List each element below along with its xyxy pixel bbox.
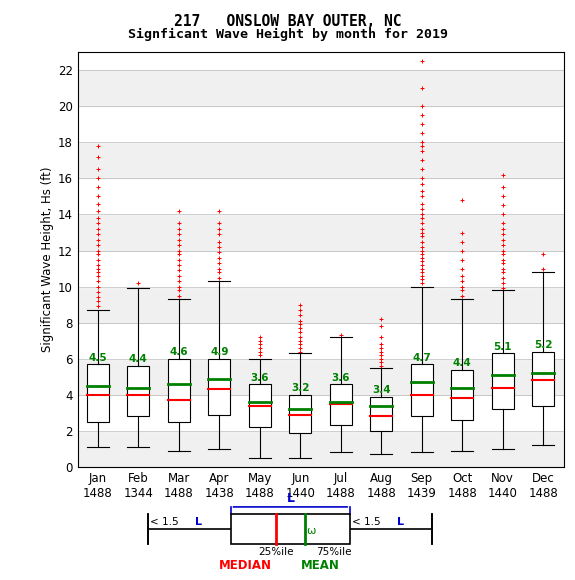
- Bar: [127, 366, 150, 416]
- Bar: [168, 358, 190, 422]
- Text: < 1.5: < 1.5: [150, 517, 182, 527]
- Text: 3.6: 3.6: [332, 372, 350, 383]
- Bar: [329, 384, 352, 426]
- Text: 25%ile: 25%ile: [258, 547, 294, 557]
- Bar: [78, 395, 564, 431]
- Bar: [231, 514, 350, 544]
- Bar: [78, 358, 564, 395]
- Text: 4.5: 4.5: [89, 353, 107, 362]
- Text: 4.6: 4.6: [170, 347, 188, 357]
- Text: 5.2: 5.2: [534, 340, 553, 350]
- Bar: [78, 106, 564, 142]
- Text: 217   ONSLOW BAY OUTER, NC: 217 ONSLOW BAY OUTER, NC: [174, 14, 401, 30]
- Text: 3.2: 3.2: [291, 383, 309, 393]
- Text: 4.9: 4.9: [210, 347, 229, 357]
- Text: MEAN: MEAN: [301, 559, 340, 572]
- Text: L: L: [397, 517, 404, 527]
- Bar: [78, 179, 564, 215]
- Bar: [289, 395, 312, 433]
- Text: L: L: [195, 517, 202, 527]
- Bar: [249, 384, 271, 427]
- Bar: [208, 358, 231, 415]
- Y-axis label: Significant Wave Height, Hs (ft): Significant Wave Height, Hs (ft): [41, 167, 53, 352]
- Bar: [87, 364, 109, 422]
- Bar: [78, 431, 564, 467]
- Bar: [78, 287, 564, 322]
- Text: 4.4: 4.4: [129, 354, 148, 364]
- Text: 3.6: 3.6: [251, 372, 269, 383]
- Bar: [78, 215, 564, 251]
- Text: MEDIAN: MEDIAN: [219, 559, 273, 572]
- Bar: [78, 322, 564, 358]
- Bar: [532, 351, 554, 405]
- Text: 5.1: 5.1: [493, 342, 512, 352]
- Text: ω: ω: [306, 526, 316, 537]
- Bar: [78, 251, 564, 287]
- Bar: [78, 142, 564, 179]
- Text: 3.4: 3.4: [372, 385, 390, 395]
- Text: Signficant Wave Height by month for 2019: Signficant Wave Height by month for 2019: [128, 28, 447, 41]
- Bar: [492, 353, 514, 409]
- Text: < 1.5: < 1.5: [352, 517, 384, 527]
- Text: L: L: [286, 492, 294, 505]
- Bar: [451, 369, 473, 420]
- Bar: [78, 70, 564, 106]
- Text: 4.7: 4.7: [412, 353, 431, 362]
- Text: 4.4: 4.4: [453, 358, 472, 368]
- Bar: [370, 397, 392, 431]
- Bar: [411, 364, 433, 416]
- Text: 75%ile: 75%ile: [316, 547, 351, 557]
